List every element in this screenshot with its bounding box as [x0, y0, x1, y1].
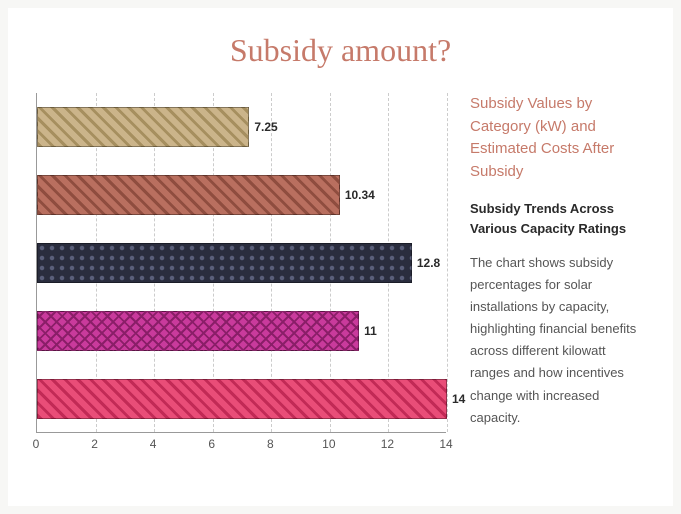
- bar: 10.34: [37, 175, 340, 215]
- bar: 12.8: [37, 243, 412, 283]
- side-subtitle: Subsidy Trends Across Various Capacity R…: [470, 199, 645, 238]
- bar-row: 12.8: [37, 243, 412, 283]
- content-row: 7.25 10.34 12.8 11 14 0 2 4 6 8 10 12 14 Subsidy Va…: [36, 93, 645, 457]
- card: Subsidy amount? 7.25 10.34 12.8 11 14 0 2 4 6 8 1…: [8, 8, 673, 506]
- bar-value-label: 14: [452, 392, 465, 406]
- bar-row: 11: [37, 311, 359, 351]
- x-tick: 6: [208, 437, 215, 451]
- gridline: [447, 93, 448, 432]
- x-tick: 12: [381, 437, 394, 451]
- side-panel: Subsidy Values by Category (kW) and Esti…: [470, 93, 645, 457]
- side-title: Subsidy Values by Category (kW) and Esti…: [470, 93, 645, 183]
- bar-value-label: 11: [364, 324, 377, 338]
- x-tick: 8: [267, 437, 274, 451]
- bar: 7.25: [37, 107, 249, 147]
- chart-area: 7.25 10.34 12.8 11 14 0 2 4 6 8 10 12 14: [36, 93, 446, 457]
- x-axis: 02468101214: [36, 433, 446, 457]
- bar-row: 7.25: [37, 107, 249, 147]
- bar-value-label: 10.34: [345, 188, 375, 202]
- x-tick: 4: [150, 437, 157, 451]
- bar-row: 14: [37, 379, 447, 419]
- bar: 11: [37, 311, 359, 351]
- x-tick: 14: [439, 437, 452, 451]
- bar: 14: [37, 379, 447, 419]
- x-tick: 10: [322, 437, 335, 451]
- x-tick: 2: [91, 437, 98, 451]
- bar-row: 10.34: [37, 175, 340, 215]
- bar-value-label: 12.8: [417, 256, 440, 270]
- side-body: The chart shows subsidy percentages for …: [470, 252, 645, 429]
- x-tick: 0: [33, 437, 40, 451]
- page-title: Subsidy amount?: [36, 32, 645, 69]
- bar-value-label: 7.25: [254, 120, 277, 134]
- chart-plot: 7.25 10.34 12.8 11 14: [36, 93, 446, 433]
